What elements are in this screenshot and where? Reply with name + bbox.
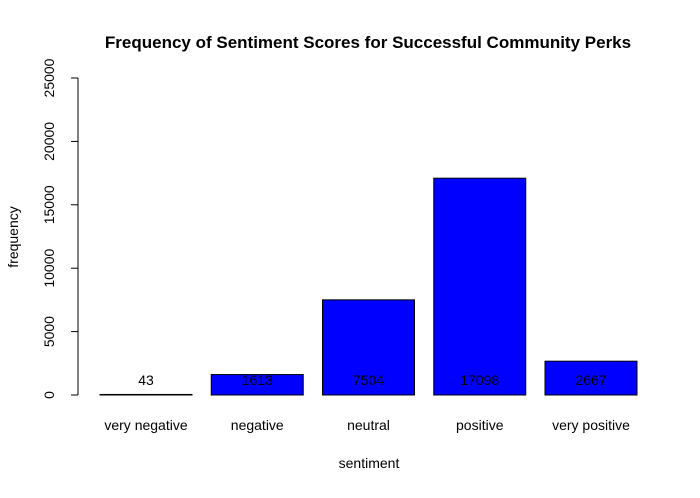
y-axis-label: frequency (5, 206, 21, 267)
y-axis-ticks: 0 5000 10000 15000 20000 25000 (41, 58, 78, 399)
data-label: 17098 (460, 372, 499, 388)
bar-very-positive (544, 360, 638, 396)
y-tick-label: 20000 (41, 122, 57, 161)
x-tick-label: very negative (104, 417, 187, 433)
y-tick-label: 0 (41, 391, 57, 399)
data-label: 43 (138, 372, 154, 388)
x-tick-label: very positive (552, 417, 630, 433)
bar-neutral (322, 299, 415, 396)
bar-positive (433, 177, 527, 396)
data-label: 2667 (575, 372, 606, 388)
y-tick-label: 10000 (41, 249, 57, 288)
chart-title: Frequency of Sentiment Scores for Succes… (105, 33, 631, 52)
x-axis-tick-labels: very negative negative neutral positive very… (104, 417, 630, 433)
bar-negative (210, 374, 304, 396)
y-tick-label: 25000 (41, 58, 57, 97)
x-tick-label: neutral (347, 417, 390, 433)
x-tick-label: negative (231, 417, 284, 433)
x-tick-label: positive (456, 417, 504, 433)
y-tick-label: 5000 (41, 316, 57, 347)
bar-very-negative (99, 393, 193, 396)
data-label: 1613 (242, 372, 273, 388)
bars-group (99, 177, 638, 396)
y-tick-label: 15000 (41, 185, 57, 224)
data-label: 7504 (353, 372, 384, 388)
bar-data-labels: 43 1613 7504 17098 2667 (138, 372, 607, 388)
x-axis-label: sentiment (339, 455, 400, 471)
